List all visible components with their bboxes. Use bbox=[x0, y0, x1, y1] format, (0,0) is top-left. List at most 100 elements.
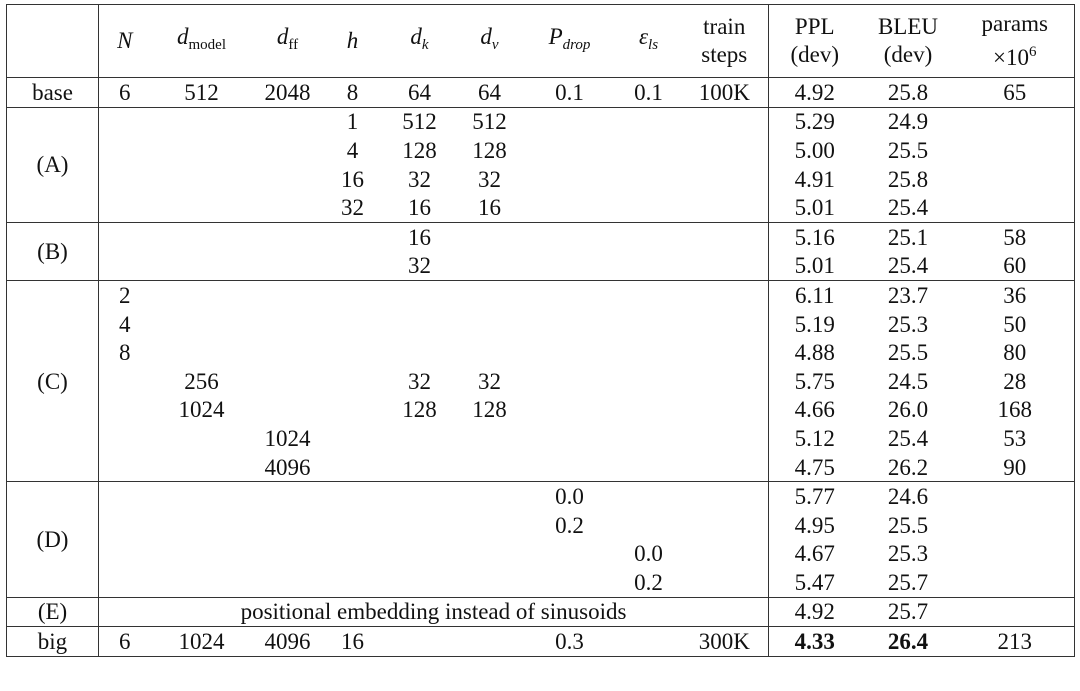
cell: 24.6 bbox=[860, 481, 956, 511]
header-text: steps bbox=[701, 42, 748, 67]
table-row: 4 128 128 5.00 25.5 bbox=[7, 136, 1075, 165]
cell: 6 bbox=[98, 77, 151, 108]
cell: 256 bbox=[184, 368, 219, 394]
header-line: ×106 bbox=[958, 38, 1073, 72]
empty-cell bbox=[323, 367, 383, 396]
empty-cell bbox=[99, 367, 151, 396]
empty-cell bbox=[523, 367, 617, 396]
empty-cell bbox=[99, 193, 151, 222]
cell: 4.92 bbox=[768, 596, 861, 627]
empty-cell bbox=[522, 280, 617, 310]
empty-cell bbox=[680, 164, 769, 194]
empty-cell bbox=[456, 280, 523, 310]
column-header: dk bbox=[382, 4, 457, 78]
header-text: (dev) bbox=[883, 42, 933, 67]
column-header: dv bbox=[456, 4, 523, 78]
header-text: h bbox=[346, 28, 359, 53]
empty-cell bbox=[323, 568, 383, 597]
empty-cell bbox=[523, 396, 617, 425]
cell: 80 bbox=[955, 338, 1075, 367]
empty-cell bbox=[322, 280, 383, 310]
table-row: base 6 512 2048 8 64 64 0.1 0.1 100K 4.92 25.8 65 bbox=[6, 77, 1075, 108]
table-row: (B) 16 5.16 25.1 58 bbox=[6, 221, 1075, 281]
empty-cell bbox=[680, 193, 769, 223]
empty-cell bbox=[616, 221, 681, 252]
header-line: Pdrop bbox=[525, 23, 615, 59]
empty-cell bbox=[617, 396, 681, 425]
empty-cell bbox=[99, 136, 151, 165]
empty-cell bbox=[617, 424, 681, 453]
cell: 25.1 bbox=[860, 221, 956, 252]
empty-cell bbox=[383, 540, 457, 569]
cell: 128 bbox=[402, 397, 437, 423]
empty-cell bbox=[617, 367, 681, 396]
column-header: PPL (dev) bbox=[768, 4, 861, 78]
cell: 4.66 bbox=[794, 397, 835, 423]
cell: 5.01 bbox=[794, 253, 835, 279]
cell: 25.3 bbox=[887, 311, 929, 337]
empty-cell bbox=[617, 252, 681, 281]
table-row: 4096 4.75 26.2 90 bbox=[7, 452, 1075, 482]
cell: 4.92 bbox=[768, 77, 861, 108]
empty-cell bbox=[680, 221, 769, 252]
cell: 16 bbox=[478, 195, 501, 221]
empty-cell bbox=[680, 539, 769, 569]
header-text: ls bbox=[648, 37, 659, 53]
header-line: (dev) bbox=[863, 41, 954, 69]
empty-cell bbox=[383, 453, 457, 482]
header-line: BLEU bbox=[863, 13, 954, 41]
table-row: 32 16 16 5.01 25.4 bbox=[7, 193, 1075, 223]
cell: 4.67 bbox=[794, 541, 835, 567]
cell: 5.16 bbox=[768, 221, 861, 252]
empty-cell bbox=[323, 511, 383, 540]
cell: 2 bbox=[98, 280, 151, 310]
empty-cell bbox=[680, 395, 769, 425]
cell: 6.11 bbox=[768, 280, 861, 310]
cell: 25.8 bbox=[860, 77, 956, 108]
empty-cell bbox=[617, 165, 681, 194]
empty-cell bbox=[680, 424, 769, 453]
empty-cell bbox=[253, 396, 323, 425]
cell: 26.0 bbox=[887, 397, 929, 423]
header-text: train bbox=[703, 14, 746, 39]
empty-cell bbox=[616, 481, 681, 511]
empty-cell bbox=[253, 568, 323, 597]
column-header: BLEU (dev) bbox=[860, 4, 956, 78]
empty-cell bbox=[151, 193, 253, 222]
header-text: drop bbox=[562, 37, 591, 53]
cell: 32 bbox=[408, 166, 431, 192]
empty-cell bbox=[456, 221, 523, 252]
table-row: big 6 1024 4096 16 0.3 300K 4.33 26.4 213 bbox=[6, 626, 1075, 657]
empty-cell bbox=[383, 310, 457, 339]
empty-cell bbox=[383, 338, 457, 367]
empty-cell bbox=[680, 366, 769, 396]
empty-cell bbox=[98, 221, 151, 252]
table-row: 0.2 5.47 25.7 bbox=[7, 568, 1075, 598]
cell: 16 bbox=[322, 626, 383, 657]
cell: 25.8 bbox=[887, 166, 929, 192]
empty-cell bbox=[617, 136, 681, 165]
empty-cell bbox=[617, 338, 681, 367]
empty-cell bbox=[253, 511, 323, 540]
empty-cell bbox=[523, 310, 617, 339]
group-label: (B) bbox=[6, 221, 99, 281]
empty-cell bbox=[99, 396, 151, 425]
empty-cell bbox=[680, 280, 769, 310]
cell: 32 bbox=[341, 195, 364, 221]
empty-cell bbox=[680, 338, 769, 367]
header-text: k bbox=[421, 37, 429, 53]
cell: 4.75 bbox=[794, 454, 835, 480]
empty-cell bbox=[383, 568, 457, 597]
header-text: ε bbox=[638, 24, 649, 49]
empty-cell bbox=[99, 424, 151, 453]
cell: 4.33 bbox=[768, 626, 861, 657]
cell: 512 bbox=[456, 106, 523, 137]
cell: 32 bbox=[408, 253, 431, 279]
cell: 25.4 bbox=[887, 195, 929, 221]
cell: 65 bbox=[955, 77, 1075, 108]
empty-cell bbox=[955, 106, 1075, 137]
empty-cell bbox=[522, 106, 617, 137]
empty-cell bbox=[150, 481, 253, 511]
empty-cell bbox=[322, 221, 383, 252]
